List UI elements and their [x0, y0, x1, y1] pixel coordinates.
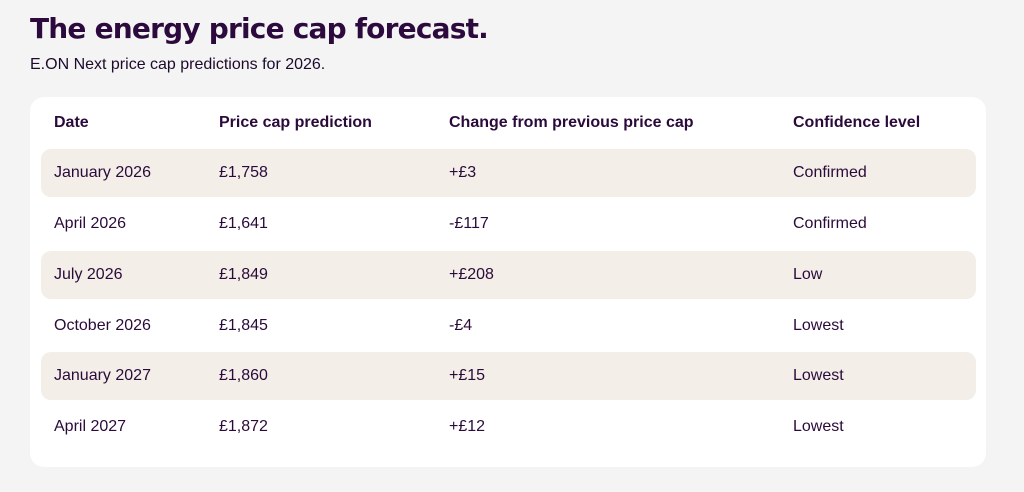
table-row: July 2026 £1,849 +£208 Low [41, 251, 976, 299]
cell-confidence: Lowest [793, 418, 844, 435]
header-change: Change from previous price cap [449, 114, 694, 131]
cell-price-cap: £1,758 [219, 164, 268, 181]
cell-change: +£15 [449, 367, 486, 384]
cell-change: +£12 [449, 418, 486, 435]
header-date: Date [54, 114, 89, 131]
page-title: The energy price cap forecast. [30, 12, 489, 45]
cell-date: April 2027 [54, 418, 127, 435]
cell-date: January 2026 [54, 164, 151, 181]
page-subtitle: E.ON Next price cap predictions for 2026… [30, 56, 326, 73]
cell-price-cap: £1,641 [219, 215, 268, 232]
cell-date: January 2027 [54, 367, 151, 384]
cell-confidence: Confirmed [793, 215, 867, 232]
cell-change: +£3 [449, 164, 477, 181]
cell-price-cap: £1,860 [219, 367, 268, 384]
cell-confidence: Confirmed [793, 164, 867, 181]
cell-date: April 2026 [54, 215, 127, 232]
header-price-cap-prediction: Price cap prediction [219, 114, 372, 131]
cell-price-cap: £1,849 [219, 266, 268, 283]
price-cap-table: Date Price cap prediction Change from pr… [30, 97, 986, 467]
table-header-row: Date Price cap prediction Change from pr… [41, 99, 976, 147]
table-row: April 2026 £1,641 -£117 Confirmed [41, 200, 976, 248]
cell-price-cap: £1,872 [219, 418, 268, 435]
cell-confidence: Low [793, 266, 823, 283]
table-row: January 2026 £1,758 +£3 Confirmed [41, 149, 976, 197]
cell-confidence: Lowest [793, 367, 844, 384]
cell-confidence: Lowest [793, 317, 844, 334]
cell-change: -£117 [449, 215, 489, 232]
cell-date: October 2026 [54, 317, 151, 334]
cell-change: -£4 [449, 317, 473, 334]
cell-price-cap: £1,845 [219, 317, 268, 334]
table-row: October 2026 £1,845 -£4 Lowest [41, 302, 976, 350]
cell-date: July 2026 [54, 266, 123, 283]
table-row: April 2027 £1,872 +£12 Lowest [41, 403, 976, 451]
cell-change: +£208 [449, 266, 494, 283]
header-confidence-level: Confidence level [793, 114, 921, 131]
table-row: January 2027 £1,860 +£15 Lowest [41, 352, 976, 400]
